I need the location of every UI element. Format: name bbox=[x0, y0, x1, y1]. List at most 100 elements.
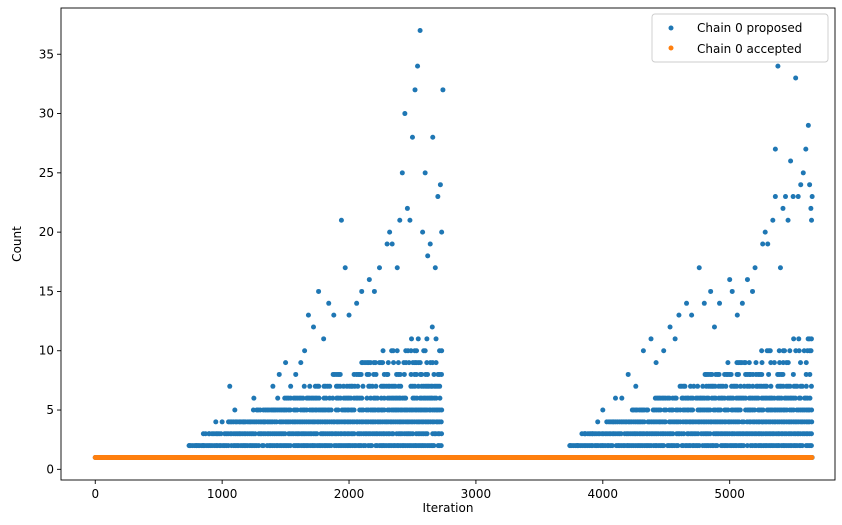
data-point-proposed bbox=[712, 383, 718, 389]
data-point-proposed bbox=[413, 371, 419, 377]
data-point-proposed bbox=[311, 324, 316, 330]
data-point-proposed bbox=[765, 241, 771, 247]
data-point-proposed bbox=[422, 348, 428, 354]
data-point-proposed bbox=[409, 336, 415, 342]
x-tick-label: 4000 bbox=[588, 487, 619, 501]
data-point-proposed bbox=[414, 348, 420, 354]
data-point-proposed bbox=[437, 182, 443, 188]
data-point-proposed bbox=[433, 360, 439, 366]
data-point-proposed bbox=[385, 360, 391, 366]
data-point-proposed bbox=[439, 431, 445, 437]
data-point-proposed bbox=[351, 407, 357, 413]
data-point-proposed bbox=[768, 383, 774, 389]
data-point-proposed bbox=[696, 265, 702, 271]
data-point-proposed bbox=[261, 443, 266, 449]
data-point-proposed bbox=[360, 383, 366, 389]
data-point-proposed bbox=[778, 395, 784, 401]
data-point-proposed bbox=[705, 395, 711, 401]
data-point-proposed bbox=[397, 217, 403, 223]
data-point-proposed bbox=[380, 360, 386, 366]
data-point-proposed bbox=[752, 407, 758, 413]
data-point-proposed bbox=[359, 395, 365, 401]
data-point-proposed bbox=[760, 241, 766, 247]
data-point-proposed bbox=[791, 336, 797, 342]
data-point-proposed bbox=[415, 336, 421, 342]
data-point-proposed bbox=[439, 348, 445, 354]
data-point-proposed bbox=[402, 111, 408, 117]
data-point-proposed bbox=[420, 229, 426, 235]
data-point-proposed bbox=[807, 182, 813, 188]
data-point-proposed bbox=[424, 360, 430, 366]
data-point-proposed bbox=[391, 360, 397, 366]
y-axis-label: Count bbox=[10, 226, 24, 262]
data-point-proposed bbox=[770, 217, 776, 223]
data-point-proposed bbox=[287, 443, 293, 449]
data-point-proposed bbox=[218, 431, 224, 437]
data-point-proposed bbox=[424, 431, 430, 437]
data-point-proposed bbox=[707, 407, 713, 413]
x-axis: 0 1000 2000 3000 4000 5000 bbox=[91, 480, 745, 501]
data-point-proposed bbox=[373, 371, 379, 377]
data-point-proposed bbox=[358, 371, 364, 377]
data-point-proposed bbox=[675, 443, 681, 449]
data-point-proposed bbox=[741, 443, 747, 449]
data-point-proposed bbox=[750, 288, 756, 294]
data-point-proposed bbox=[323, 395, 329, 401]
data-point-proposed bbox=[799, 443, 805, 449]
data-point-proposed bbox=[422, 170, 428, 176]
data-point-proposed bbox=[809, 419, 815, 425]
data-point-proposed bbox=[729, 288, 735, 294]
data-point-proposed bbox=[708, 288, 714, 294]
data-point-proposed bbox=[797, 395, 803, 401]
data-point-proposed bbox=[316, 383, 322, 389]
data-point-proposed bbox=[321, 336, 327, 342]
data-point-proposed bbox=[612, 395, 618, 401]
data-point-proposed bbox=[707, 431, 713, 437]
data-point-proposed bbox=[808, 383, 814, 389]
data-point-proposed bbox=[417, 28, 423, 34]
data-point-proposed bbox=[328, 407, 334, 413]
data-point-proposed bbox=[408, 348, 414, 354]
data-point-proposed bbox=[432, 265, 438, 271]
x-tick-label: 2000 bbox=[334, 487, 365, 501]
data-point-proposed bbox=[711, 324, 717, 330]
data-point-proposed bbox=[270, 383, 276, 389]
data-point-proposed bbox=[330, 395, 336, 401]
data-point-proposed bbox=[369, 383, 375, 389]
data-point-proposed bbox=[794, 383, 800, 389]
y-tick-label: 30 bbox=[39, 107, 54, 121]
data-point-proposed bbox=[663, 407, 669, 413]
data-point-proposed bbox=[788, 158, 794, 164]
data-point-proposed bbox=[792, 395, 798, 401]
x-tick-label: 1000 bbox=[207, 487, 238, 501]
data-point-proposed bbox=[673, 395, 679, 401]
data-point-proposed bbox=[667, 324, 673, 330]
data-point-proposed bbox=[595, 419, 601, 425]
data-point-proposed bbox=[767, 348, 773, 354]
data-point-proposed bbox=[725, 360, 731, 366]
data-point-proposed bbox=[738, 383, 744, 389]
data-point-proposed bbox=[690, 395, 696, 401]
legend-marker-proposed bbox=[668, 25, 674, 31]
data-point-proposed bbox=[730, 395, 736, 401]
data-point-proposed bbox=[380, 348, 386, 354]
data-point-proposed bbox=[252, 431, 258, 437]
data-point-proposed bbox=[410, 431, 416, 437]
data-point-proposed bbox=[385, 371, 391, 377]
data-point-proposed bbox=[799, 383, 805, 389]
legend-label-proposed: Chain 0 proposed bbox=[697, 21, 802, 35]
data-point-proposed bbox=[796, 336, 802, 342]
data-point-proposed bbox=[787, 383, 793, 389]
legend-label-accepted: Chain 0 accepted bbox=[697, 42, 802, 56]
data-point-proposed bbox=[213, 419, 219, 425]
data-point-proposed bbox=[567, 443, 573, 449]
data-point-proposed bbox=[351, 431, 357, 437]
data-point-proposed bbox=[609, 443, 615, 449]
data-point-proposed bbox=[807, 395, 813, 401]
x-tick-label: 3000 bbox=[461, 487, 492, 501]
data-point-proposed bbox=[742, 360, 748, 366]
data-point-proposed bbox=[681, 431, 687, 437]
data-point-proposed bbox=[232, 407, 238, 413]
data-point-proposed bbox=[425, 253, 431, 259]
